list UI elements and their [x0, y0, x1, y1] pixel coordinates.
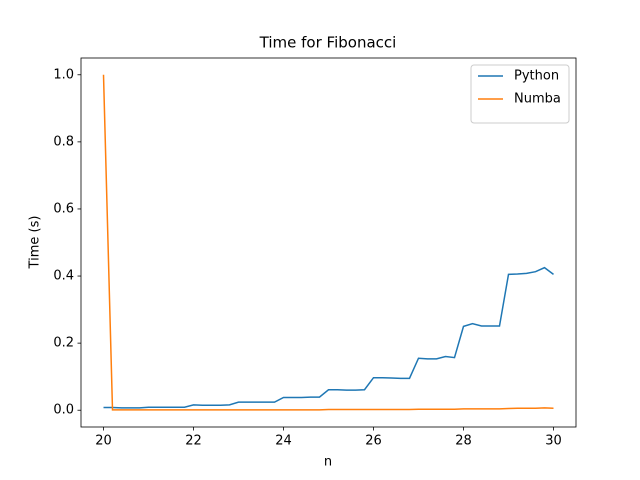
legend-label: Python	[514, 69, 559, 84]
x-tick-label: 24	[275, 434, 292, 449]
legend-label: Numba	[514, 92, 561, 107]
y-tick-label: 0.8	[53, 134, 74, 149]
legend: Python Numba	[470, 64, 570, 124]
y-tick-label: 0.2	[53, 336, 74, 351]
legend-box	[470, 64, 570, 124]
y-tick-label: 1.0	[53, 67, 74, 82]
x-tick-label: 26	[365, 434, 382, 449]
axes-frame	[80, 57, 577, 428]
y-tick-label: 0.0	[53, 403, 74, 418]
chart-title: Time for Fibonacci	[259, 34, 397, 52]
line-series	[102, 74, 554, 411]
x-tick-label: 28	[455, 434, 472, 449]
line-series	[103, 266, 554, 409]
y-tick-label: 0.4	[53, 269, 74, 284]
x-tick-label: 20	[95, 434, 112, 449]
x-tick-label: 22	[185, 434, 202, 449]
x-tick-label: 30	[545, 434, 562, 449]
x-axis-label: n	[324, 455, 332, 470]
y-tick-label: 0.6	[53, 201, 74, 216]
y-axis-label: Time (s)	[28, 216, 43, 270]
